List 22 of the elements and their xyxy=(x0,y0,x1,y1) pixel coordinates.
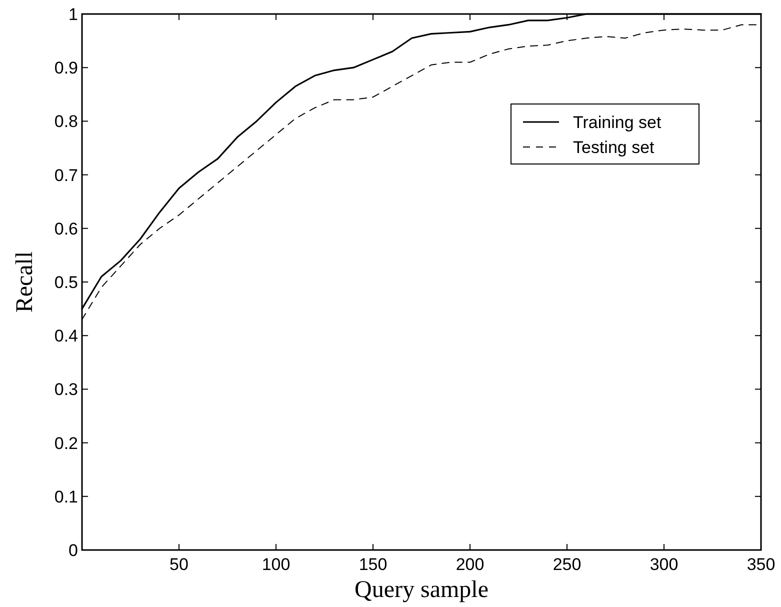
y-tick-label: 0.5 xyxy=(54,272,78,292)
y-tick-label: 0.8 xyxy=(54,112,78,132)
y-tick-label: 0.6 xyxy=(54,219,78,238)
y-tick-label: 0.1 xyxy=(54,487,78,506)
x-tick-label: 150 xyxy=(358,555,388,574)
x-tick-label: 200 xyxy=(456,555,484,574)
y-tick-label: 0.3 xyxy=(54,380,78,400)
x-tick-label: 50 xyxy=(170,555,188,574)
x-tick-label: 300 xyxy=(650,555,678,574)
x-axis-title: Query sample xyxy=(354,577,488,603)
y-tick-label: 0.2 xyxy=(54,434,78,453)
x-tick-label: 100 xyxy=(262,555,290,574)
x-tick-label: 250 xyxy=(552,555,582,574)
y-tick-label: 0.4 xyxy=(54,326,78,346)
y-tick-label: 0 xyxy=(68,540,78,560)
y-axis-title: Recall xyxy=(12,251,38,313)
y-tick-label: 1 xyxy=(68,4,78,24)
y-tick-label: 0.9 xyxy=(54,58,78,78)
x-tick-label: 350 xyxy=(746,555,776,574)
y-tick-label: 0.7 xyxy=(54,166,78,185)
legend-label: Testing set xyxy=(573,138,655,157)
legend-label: Training set xyxy=(573,112,662,132)
